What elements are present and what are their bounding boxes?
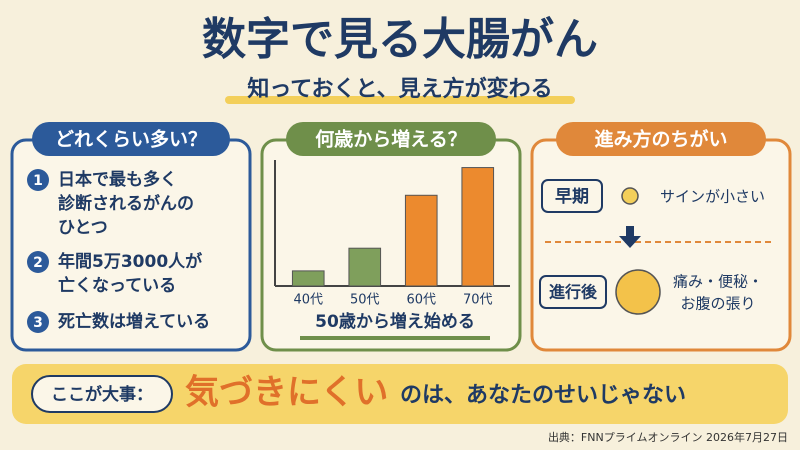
- large-circle: [615, 269, 661, 315]
- small-circle: [621, 187, 639, 205]
- bar: [291, 270, 325, 287]
- x-tick-label: 40代: [293, 293, 323, 308]
- item-text: 日本で最も多く: [58, 169, 177, 190]
- stage-box: [539, 275, 607, 309]
- chart-caption: 50歳から増え始める: [315, 311, 475, 332]
- subtitle: 知っておくと、見え方が変わる: [247, 76, 552, 102]
- source: 出典：FNNプライムオンライン 2026年7月27日: [548, 430, 788, 444]
- item-text: 死亡数は増えている: [58, 311, 210, 332]
- stage-box: [541, 179, 603, 213]
- panel-heading: どれくらい多い？: [55, 128, 207, 151]
- stage-label: 早期: [555, 187, 589, 207]
- banner-tag-pill: [31, 375, 173, 413]
- bar: [461, 167, 495, 287]
- item-text: ひとつ: [58, 218, 108, 238]
- banner-tag: ここが大事：: [51, 384, 153, 405]
- bar-chart: 40代 50代 60代 70代: [291, 167, 495, 308]
- x-tick-label: 50代: [350, 293, 380, 308]
- stage-text: サインが小さい: [660, 188, 765, 206]
- item-text: 年間5万3000人が: [58, 251, 202, 272]
- banner-text: のは、あなたのせいじゃない: [400, 383, 686, 408]
- chart-title: 何歳から増える？: [315, 128, 466, 151]
- subtitle-underline: [225, 96, 575, 104]
- banner: [12, 364, 788, 424]
- item-text: 亡くなっている: [58, 275, 176, 296]
- bar: [404, 194, 438, 287]
- panel-heading-pill: [556, 122, 766, 156]
- title: 数字で見る大腸がん: [202, 14, 598, 65]
- stage-label: 進行後: [549, 283, 598, 302]
- x-tick-label: 70代: [463, 293, 493, 308]
- banner-emphasis: 気づきにくい: [185, 373, 388, 413]
- number-badge: [27, 311, 49, 333]
- number-badge: [27, 251, 49, 273]
- caption-underline: [300, 336, 490, 340]
- panel-heading-pill: [286, 122, 496, 156]
- bar: [348, 247, 382, 287]
- panel-heading: 進み方のちがい: [594, 128, 727, 151]
- arrow: [619, 226, 641, 248]
- number-badge: [27, 169, 49, 191]
- number: 1: [33, 173, 43, 189]
- panel: [530, 138, 792, 352]
- panel-heading-pill: [32, 122, 230, 156]
- x-tick-label: 60代: [406, 293, 436, 308]
- number: 2: [33, 255, 43, 271]
- stage-text: お腹の張り: [680, 295, 755, 313]
- item-text: 診断されるがんの: [58, 193, 194, 214]
- stage-text: 痛み・便秘・: [673, 273, 763, 291]
- number: 3: [33, 315, 43, 331]
